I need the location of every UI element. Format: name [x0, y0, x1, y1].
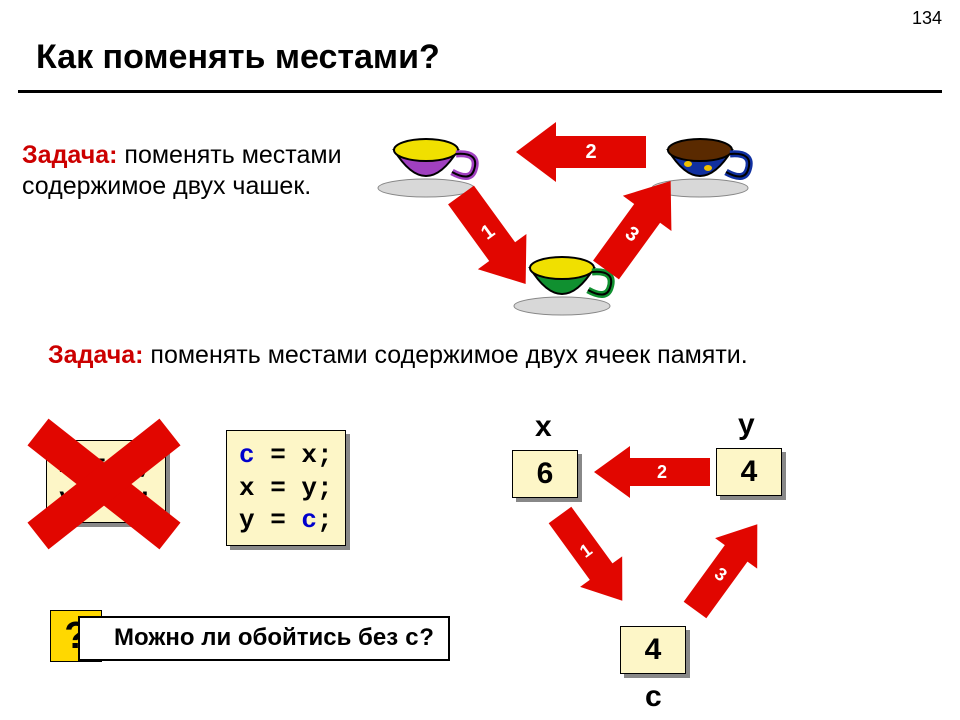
code-correct: c = x; x = y; y = c;	[226, 430, 346, 546]
task2-text: Задача: поменять местами содержимое двух…	[48, 340, 748, 371]
page-title: Как поменять местами?	[36, 38, 440, 77]
code-r3c: ;	[317, 505, 333, 535]
task1-text: Задача: поменять местами содержимое двух…	[22, 140, 372, 203]
code-wrong-l1: x = y;	[59, 450, 153, 480]
svg-text:2: 2	[657, 462, 667, 482]
svg-text:2: 2	[585, 141, 596, 163]
question-c: ?	[419, 624, 434, 651]
page-number: 134	[912, 8, 942, 29]
code-r3a: y =	[239, 505, 301, 535]
cups-arrows: 2 1 3	[376, 110, 766, 320]
label-x: x	[535, 410, 552, 444]
code-wrong-l2: y = x;	[59, 483, 153, 513]
question-a: Можно ли обойтись без	[114, 624, 405, 651]
code-wrong: x = y; y = x;	[46, 440, 166, 523]
code-r2: x = y;	[239, 473, 333, 503]
memory-arrows: 2 1 3	[500, 440, 820, 680]
task2-label: Задача:	[48, 341, 143, 369]
code-r1a: c	[239, 440, 255, 470]
title-rule	[18, 90, 942, 93]
label-y: y	[738, 408, 755, 442]
code-r1b: = x;	[255, 440, 333, 470]
code-r3b: c	[301, 505, 317, 535]
label-c: c	[645, 680, 662, 714]
task1-label: Задача:	[22, 141, 117, 169]
task2-body: поменять местами содержимое двух ячеек п…	[143, 341, 747, 369]
question-b: c	[405, 626, 419, 653]
question-box: Можно ли обойтись без c?	[78, 616, 450, 661]
